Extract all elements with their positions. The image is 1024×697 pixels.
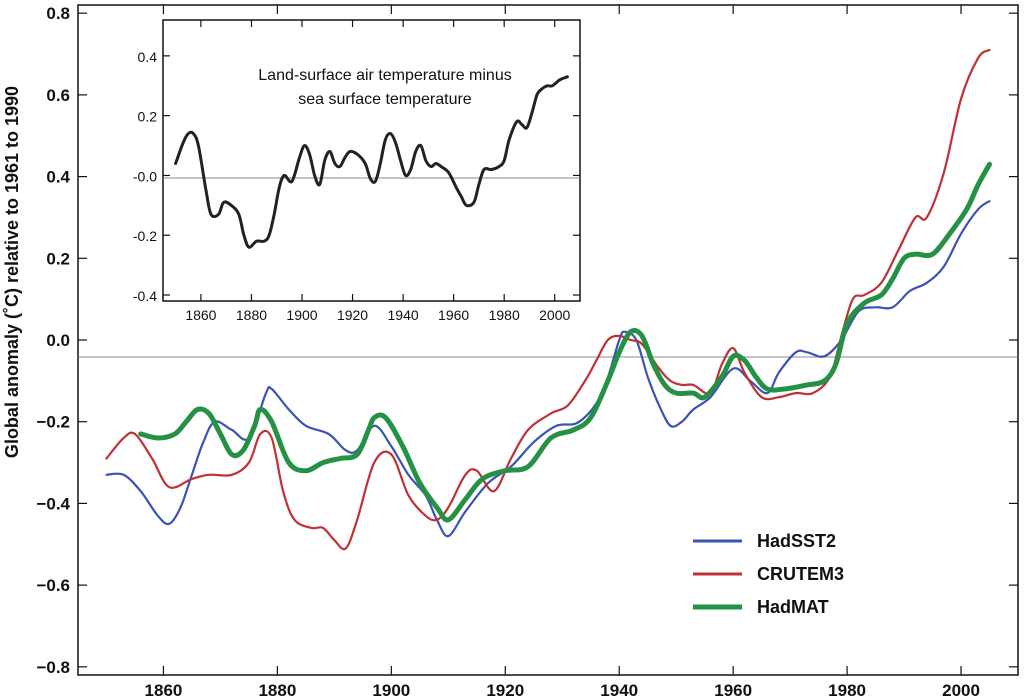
inset-title-line-2: sea surface temperature [298, 91, 472, 108]
inset-y-tick-label: 0.4 [138, 49, 158, 65]
legend-label-hadsst2: HadSST2 [757, 531, 836, 551]
inset-x-tick-label: 1880 [236, 307, 267, 323]
inset-y-tick-label: -0.4 [133, 288, 157, 304]
inset-y-tick-label: -0.0 [133, 168, 157, 184]
legend: HadSST2 CRUTEM3 HadMAT [693, 531, 844, 617]
inset-x-tick-label: 1980 [489, 307, 520, 323]
y-axis-title: Global anomaly (˚C) relative to 1961 to … [2, 86, 22, 458]
main-x-tick-label: 2000 [942, 681, 980, 697]
inset-x-tick-label: 1900 [286, 307, 317, 323]
main-series [105, 48, 992, 551]
main-series-line-hadsst2 [105, 200, 991, 538]
main-x-tick-label: 1940 [600, 681, 638, 697]
inset-plot: 1860 1880 1900 1920 1940 1960 1980 2000 -0.4 -0.2… [133, 19, 581, 323]
main-y-tick-label: 0.4 [46, 168, 70, 187]
inset-x-tick-label: 1860 [185, 307, 216, 323]
main-y-tick-label: 0.2 [46, 249, 70, 268]
main-y-tick-label: 0.8 [46, 4, 70, 23]
main-y-tick-label: 0.0 [46, 331, 70, 350]
main-y-tick-label: −0.6 [36, 576, 70, 595]
main-x-tick-label: 1960 [714, 681, 752, 697]
inset-y-tick-label: -0.2 [133, 228, 157, 244]
main-x-tick-label: 1860 [145, 681, 183, 697]
main-series-line-hadmat [138, 161, 992, 523]
inset-x-tick-label: 2000 [539, 307, 570, 323]
inset-series-line-0 [174, 75, 569, 249]
main-plot: 1860 1880 1900 1920 1940 1960 1980 2000 −0.8 −0.6… [2, 4, 1019, 697]
main-x-tick-label: 1980 [828, 681, 866, 697]
main-x-tick-label: 1880 [258, 681, 296, 697]
inset-x-tick-label: 1920 [337, 307, 368, 323]
legend-label-hadmat: HadMAT [757, 597, 829, 617]
main-y-tick-label: −0.4 [36, 494, 70, 513]
inset-x-tick-label: 1960 [438, 307, 469, 323]
main-ticks: 1860 1880 1900 1920 1940 1960 1980 2000 −0.8 −0.6… [36, 4, 1018, 697]
main-y-tick-label: −0.2 [36, 413, 70, 432]
main-y-tick-label: −0.8 [36, 658, 70, 677]
inset-ticks: 1860 1880 1900 1920 1940 1960 1980 2000 -0.4 -0.2… [133, 20, 580, 323]
inset-title-line-1: Land-surface air temperature minus [258, 67, 511, 84]
inset-x-tick-label: 1940 [388, 307, 419, 323]
inset-series [174, 75, 569, 249]
inset-y-tick-label: 0.2 [138, 109, 158, 125]
main-y-tick-label: 0.6 [46, 86, 70, 105]
main-x-tick-label: 1900 [372, 681, 410, 697]
main-x-tick-label: 1920 [486, 681, 524, 697]
legend-label-crutem3: CRUTEM3 [757, 564, 844, 584]
inset-plot-frame [162, 19, 581, 302]
